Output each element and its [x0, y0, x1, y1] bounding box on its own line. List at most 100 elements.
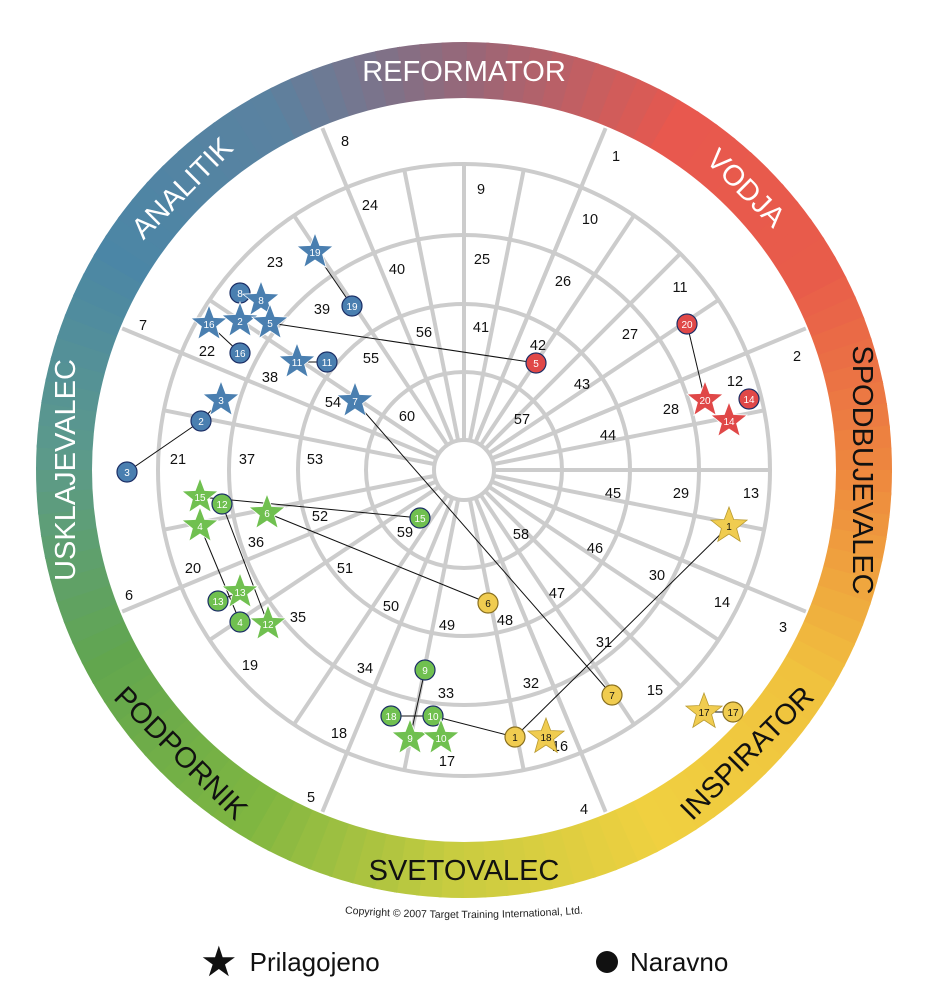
ring-segment [480, 837, 509, 898]
zone-number: 6 [125, 588, 133, 604]
circle-marker [738, 388, 760, 410]
circle-marker [414, 659, 436, 681]
zone-number: 35 [290, 610, 306, 626]
ring-segment [761, 671, 823, 724]
ring-segment [49, 563, 113, 603]
zone-number: 18 [331, 726, 347, 742]
circle-marker [504, 726, 526, 748]
zone-number: 8 [341, 134, 349, 150]
star-marker [526, 716, 566, 754]
marker-green-star-10: 10 [421, 717, 461, 755]
ring-segment [500, 835, 531, 896]
marker-number: 2 [198, 417, 204, 428]
marker-number: 20 [681, 320, 693, 331]
ring-segment [815, 337, 879, 377]
minor-spoke [402, 169, 461, 441]
marker-green-circle-15: 15 [409, 507, 431, 529]
zone-number: 12 [727, 374, 743, 390]
star-marker [180, 476, 220, 514]
marker-blue-circle-19: 19 [341, 295, 363, 317]
marker-blue-circle-3: 3 [116, 461, 138, 483]
ring-segment [679, 757, 734, 819]
ring-segment [614, 79, 661, 142]
marker-number: 11 [292, 358, 303, 369]
ring-segment [825, 527, 887, 562]
marker-number: 12 [216, 500, 228, 511]
marker-blue-circle-16: 16 [229, 342, 251, 364]
inner-spoke [483, 489, 682, 688]
ring-segment [793, 275, 857, 322]
marker-number: 7 [609, 691, 615, 702]
ring-segment [38, 506, 99, 537]
ring-segment [829, 403, 890, 434]
ring-segment [289, 69, 334, 132]
ring-segment [45, 356, 108, 394]
marker-red-star-20: 20 [685, 379, 725, 417]
ring-segment [331, 55, 371, 119]
zone-number: 37 [239, 452, 255, 468]
marker-number: 14 [723, 417, 735, 428]
zone-number: 51 [337, 561, 353, 577]
marker-number: 16 [203, 320, 215, 331]
star-marker [220, 571, 260, 609]
star-marker [241, 279, 281, 317]
ring-segment [709, 731, 767, 791]
zone-number: 38 [262, 370, 278, 386]
ring-segment [36, 486, 97, 515]
marker-blue-circle-2: 2 [190, 410, 212, 432]
marker-green-star-15: 15 [180, 476, 220, 514]
star-marker [189, 303, 229, 341]
marker-blue-star-3: 3 [201, 379, 241, 417]
ring-label-svetovalec: SVETOVALEC [369, 855, 560, 887]
zone-number: 52 [312, 509, 328, 525]
zone-number: 10 [582, 212, 598, 228]
ring-segment [177, 135, 234, 196]
marker-number: 11 [322, 358, 333, 369]
ring-segment [802, 295, 865, 340]
ring-segment [596, 70, 641, 134]
marker-blue-star-16: 16 [189, 303, 229, 341]
ring-segment [56, 313, 120, 356]
marker-number: 17 [727, 708, 739, 719]
inner-spoke [473, 186, 583, 444]
wheel-diagram: REFORMATORVODJASPODBUJEVALECINSPIRATORSV… [36, 41, 892, 921]
marker-number: 13 [212, 597, 224, 608]
zone-number: 22 [199, 344, 215, 360]
marker-number: 19 [309, 248, 321, 259]
marker-yellow-circle-17: 17 [722, 701, 744, 723]
zone-number: 46 [587, 541, 603, 557]
ring-segment [800, 602, 864, 647]
ring-segment [820, 546, 883, 584]
circle-marker [316, 351, 338, 373]
ring-segment [419, 42, 448, 103]
major-spoke [316, 496, 455, 822]
ring-segment [646, 780, 698, 843]
ring-segment [663, 769, 716, 831]
ring-segment [464, 42, 490, 101]
ring-segment [161, 149, 219, 209]
dot-icon [596, 951, 618, 973]
marker-blue-circle-8: 8 [229, 282, 251, 304]
circle-marker [422, 705, 444, 727]
marker-link [199, 525, 241, 623]
marker-number: 8 [237, 289, 243, 300]
ring-segment [815, 565, 878, 606]
ring-segment [772, 655, 835, 706]
zone-number: 20 [185, 561, 201, 577]
marker-yellow-star-18: 18 [526, 716, 566, 754]
marker-blue-star-8: 8 [241, 279, 281, 317]
ring-segment [103, 669, 165, 722]
marker-number: 13 [234, 588, 246, 599]
marker-link [432, 715, 516, 738]
marker-green-star-12: 12 [248, 603, 288, 641]
marker-number: 17 [698, 708, 710, 719]
zone-number: 36 [248, 535, 264, 551]
zone-number: 1 [612, 149, 620, 165]
ring-segment [737, 702, 797, 759]
zone-number: 7 [139, 318, 147, 334]
ring-label-spodbujevalec: SPODBUJEVALEC [846, 345, 878, 594]
marker-number: 18 [385, 712, 397, 723]
ring-segment [64, 293, 128, 338]
ring-segment [631, 88, 681, 151]
marker-number: 4 [237, 618, 243, 629]
